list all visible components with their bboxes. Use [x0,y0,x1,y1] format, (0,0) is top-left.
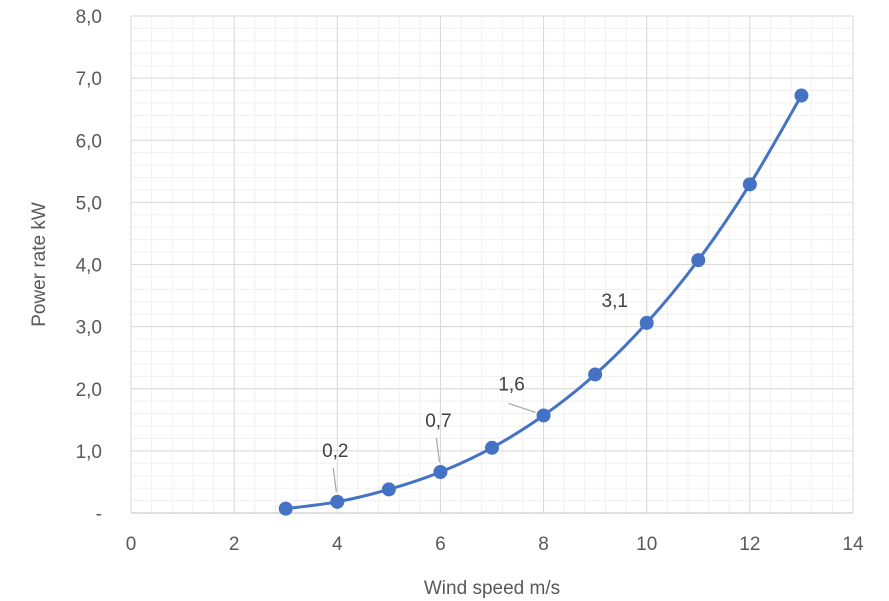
data-point [278,501,293,516]
data-point [433,464,448,479]
data-label: 3,1 [602,291,628,312]
x-tick-label: 12 [739,534,760,555]
data-point [794,88,809,103]
x-tick-label: 6 [435,534,446,555]
data-point [742,177,757,192]
x-axis-title: Wind speed m/s [424,578,560,599]
data-point [536,408,551,423]
y-tick-label: 1,0 [76,442,102,463]
data-points [278,88,809,516]
x-axis-ticks: 0 2 4 6 8 10 12 14 [126,534,864,555]
x-tick-label: 14 [842,534,864,555]
data-point [485,440,499,455]
x-tick-label: 10 [636,534,657,555]
y-tick-label: 2,0 [76,380,102,401]
y-tick-label: 4,0 [76,256,102,277]
y-tick-label: 3,0 [76,318,102,339]
y-axis-title: Power rate kW [29,202,50,327]
y-tick-label: 6,0 [76,131,102,152]
data-point [381,482,396,497]
x-tick-label: 2 [229,534,240,555]
y-tick-label: - [96,504,102,525]
data-label-leader-line [508,402,536,414]
x-tick-label: 4 [332,534,343,555]
data-point [588,367,603,382]
y-tick-label: 7,0 [76,69,102,90]
data-point [691,253,706,268]
y-axis-ticks: - 1,0 2,0 3,0 4,0 5,0 6,0 7,0 8,0 [76,7,102,525]
data-label: 0,2 [322,441,348,462]
data-label: 0,7 [425,411,451,432]
data-label-leader-line [435,437,441,463]
data-label: 1,6 [498,374,524,395]
data-label-leader-line [332,467,337,492]
y-tick-label: 8,0 [76,7,102,28]
y-tick-label: 5,0 [76,193,102,214]
data-point [330,494,345,509]
data-point [639,315,654,330]
x-tick-label: 0 [126,534,137,555]
x-tick-label: 8 [538,534,549,555]
data-labels: 0,2 0,7 1,6 3,1 [322,291,628,492]
